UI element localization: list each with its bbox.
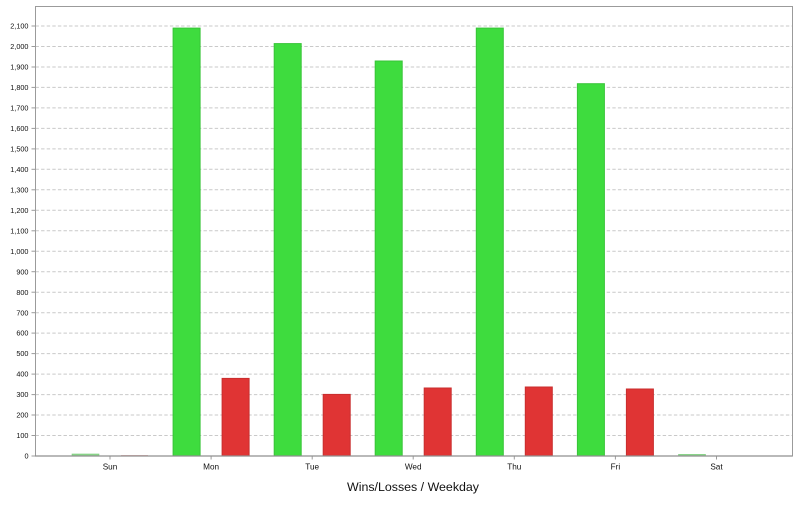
svg-text:1,300: 1,300 xyxy=(10,185,28,194)
svg-text:1,900: 1,900 xyxy=(10,63,28,72)
svg-text:Wed: Wed xyxy=(405,463,422,472)
svg-text:300: 300 xyxy=(16,390,28,399)
svg-text:Mon: Mon xyxy=(203,463,219,472)
svg-text:2,000: 2,000 xyxy=(10,42,28,51)
svg-text:2,100: 2,100 xyxy=(10,22,28,31)
svg-text:100: 100 xyxy=(16,431,28,440)
svg-text:Wins/Losses / Weekday: Wins/Losses / Weekday xyxy=(347,480,480,494)
svg-text:500: 500 xyxy=(16,349,28,358)
svg-text:Sat: Sat xyxy=(710,463,723,472)
svg-text:1,100: 1,100 xyxy=(10,226,28,235)
svg-text:700: 700 xyxy=(16,308,28,317)
svg-text:1,800: 1,800 xyxy=(10,83,28,92)
svg-text:Tue: Tue xyxy=(305,463,319,472)
svg-text:Sun: Sun xyxy=(103,463,118,472)
svg-text:600: 600 xyxy=(16,329,28,338)
svg-text:0: 0 xyxy=(24,452,28,461)
svg-text:1,000: 1,000 xyxy=(10,247,28,256)
svg-text:1,600: 1,600 xyxy=(10,124,28,133)
svg-text:1,500: 1,500 xyxy=(10,145,28,154)
svg-text:1,400: 1,400 xyxy=(10,165,28,174)
svg-text:800: 800 xyxy=(16,288,28,297)
svg-text:400: 400 xyxy=(16,370,28,379)
svg-text:1,700: 1,700 xyxy=(10,104,28,113)
svg-text:Thu: Thu xyxy=(507,463,522,472)
svg-text:Fri: Fri xyxy=(611,463,621,472)
svg-text:200: 200 xyxy=(16,411,28,420)
svg-text:1,200: 1,200 xyxy=(10,206,28,215)
svg-text:900: 900 xyxy=(16,267,28,276)
